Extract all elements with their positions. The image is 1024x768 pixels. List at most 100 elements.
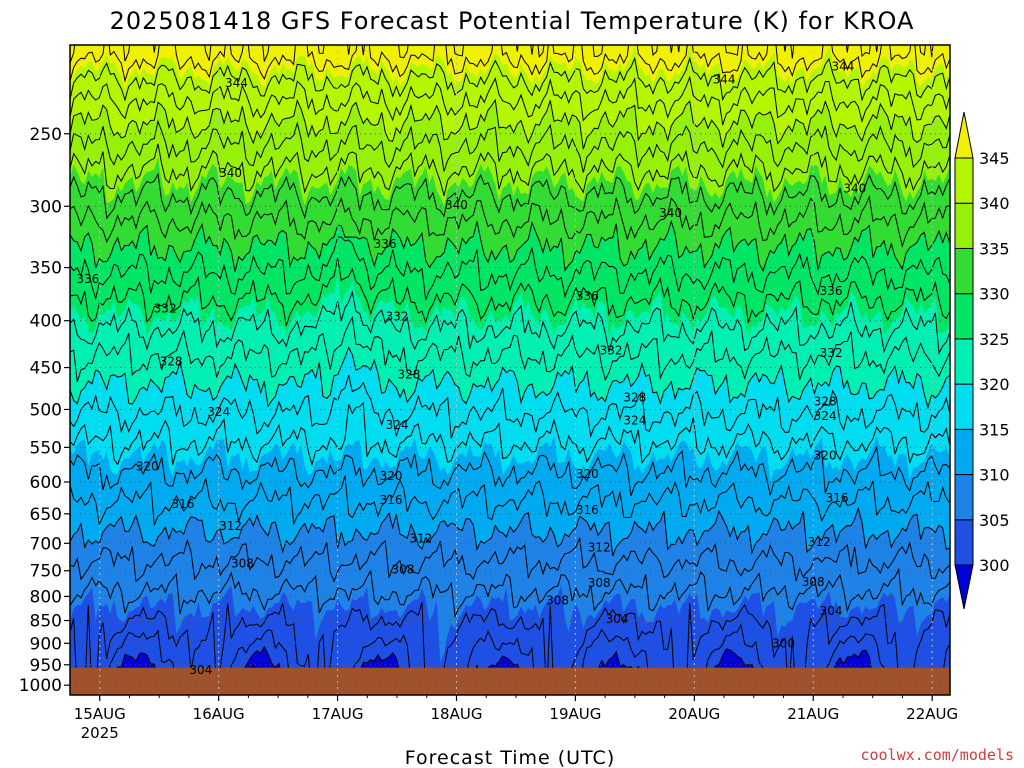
y-tick-label-950: 950 bbox=[30, 656, 62, 676]
contour-324 bbox=[70, 290, 950, 355]
contour-label-21: 324 bbox=[623, 413, 646, 427]
y-tick-label-500: 500 bbox=[30, 400, 62, 420]
contour-302 bbox=[102, 623, 950, 695]
contour-label-11: 332 bbox=[154, 302, 177, 316]
contour-label-39: 308 bbox=[546, 593, 569, 607]
y-tick-label-250: 250 bbox=[30, 125, 62, 145]
contour-310 bbox=[70, 506, 950, 557]
contour-label-24: 320 bbox=[380, 469, 403, 483]
colorbar-tick-325: 325 bbox=[979, 330, 1010, 349]
contour-label-29: 316 bbox=[576, 503, 599, 517]
contour-label-6: 340 bbox=[843, 182, 866, 196]
contour-label-40: 304 bbox=[606, 612, 629, 626]
colorbar-top-arrow bbox=[954, 111, 974, 159]
contour-340 bbox=[70, 98, 950, 150]
contour-300 bbox=[110, 645, 950, 695]
contour-338 bbox=[70, 119, 950, 173]
colorbar-tick-320: 320 bbox=[979, 375, 1010, 394]
contour-label-33: 312 bbox=[588, 540, 611, 554]
contour-label-26: 320 bbox=[814, 448, 837, 462]
contour-label-35: 308 bbox=[231, 556, 254, 570]
colorbar-swatch-320 bbox=[954, 338, 974, 385]
contour-322 bbox=[70, 315, 950, 383]
y-tick-label-550: 550 bbox=[30, 438, 62, 458]
contour-label-32: 312 bbox=[409, 532, 432, 546]
x-tick-label-20AUG: 20AUG bbox=[668, 705, 720, 723]
contour-label-10: 336 bbox=[820, 284, 843, 298]
contour-label-23: 320 bbox=[136, 459, 159, 473]
contour-label-18: 328 bbox=[814, 394, 837, 408]
x-tick-label-18AUG: 18AUG bbox=[431, 705, 483, 723]
contour-label-16: 328 bbox=[397, 368, 420, 382]
colorbar-swatch-325 bbox=[954, 293, 974, 340]
colorbar-tick-305: 305 bbox=[979, 511, 1010, 530]
colorbar-swatch-315 bbox=[954, 383, 974, 430]
contour-label-25: 320 bbox=[576, 467, 599, 481]
contour-label-28: 316 bbox=[380, 493, 403, 507]
contour-label-31: 312 bbox=[219, 519, 242, 533]
contour-label-42: 304 bbox=[189, 663, 212, 677]
contour-304 bbox=[70, 601, 950, 695]
contour-label-37: 308 bbox=[588, 576, 611, 590]
x-tick-label-22AUG: 22AUG bbox=[906, 705, 958, 723]
grid-lines bbox=[70, 45, 950, 695]
colorbar-swatch-310 bbox=[954, 428, 974, 476]
y-tick-label-1000: 1000 bbox=[19, 676, 62, 696]
contour-label-41: 304 bbox=[820, 604, 843, 618]
y-tick-label-300: 300 bbox=[30, 197, 62, 217]
contour-316 bbox=[70, 401, 950, 467]
y-tick-label-650: 650 bbox=[30, 505, 62, 525]
contour-336 bbox=[70, 143, 950, 197]
contour-labels: 344 344 344 340 340 340 340 336 336 336 336 332 332 3… bbox=[76, 59, 866, 676]
site-credit: coolwx.com/models bbox=[860, 746, 1014, 764]
terrain-below-surface bbox=[70, 667, 950, 695]
contour-label-30: 316 bbox=[826, 491, 849, 505]
contour-label-20: 324 bbox=[386, 418, 409, 432]
contour-label-4: 340 bbox=[445, 198, 468, 212]
contour-308 bbox=[70, 537, 950, 583]
contour-label-19: 324 bbox=[207, 405, 230, 419]
contour-label-22: 324 bbox=[814, 409, 837, 423]
colorbar-tick-300: 300 bbox=[979, 556, 1010, 575]
x-tick-label-16AUG: 16AUG bbox=[193, 705, 245, 723]
chart-title: 2025081418 GFS Forecast Potential Temper… bbox=[110, 7, 915, 35]
colorbar-tick-345: 345 bbox=[979, 149, 1010, 168]
contour-344 bbox=[70, 56, 950, 102]
y-tick-label-600: 600 bbox=[30, 473, 62, 493]
y-tick-label-850: 850 bbox=[30, 612, 62, 632]
y-tick-label-800: 800 bbox=[30, 587, 62, 607]
y-tick-label-400: 400 bbox=[30, 312, 62, 332]
plot-area: 344 344 344 340 340 340 340 336 336 336 336 332 332 3… bbox=[70, 45, 950, 695]
colorbar-tick-335: 335 bbox=[979, 239, 1010, 258]
contour-label-5: 340 bbox=[659, 206, 682, 220]
contour-label-15: 328 bbox=[160, 354, 183, 368]
colorbar-swatch-340 bbox=[954, 157, 974, 204]
contour-label-43: 300 bbox=[772, 637, 795, 651]
y-axis: 2503003504004505005506006507007508008509… bbox=[19, 125, 70, 696]
contour-334 bbox=[70, 172, 950, 220]
contour-label-17: 328 bbox=[623, 390, 646, 404]
contour-label-14: 332 bbox=[820, 346, 843, 360]
contour-326 bbox=[70, 257, 950, 326]
band-above-345 bbox=[70, 45, 950, 91]
x-axis: 15AUG 16AUG 17AUG 18AUG 19AUG 20AUG 21AUG 22AUG bbox=[74, 695, 958, 723]
contour-label-2: 344 bbox=[832, 59, 855, 73]
y-tick-label-450: 450 bbox=[30, 359, 62, 379]
x-tick-label-21AUG: 21AUG bbox=[787, 705, 839, 723]
contour-342 bbox=[70, 75, 950, 126]
y-tick-label-700: 700 bbox=[30, 534, 62, 554]
contour-label-1: 344 bbox=[713, 72, 736, 86]
contour-314 bbox=[70, 445, 950, 497]
contour-label-7: 336 bbox=[76, 272, 99, 286]
contour-312 bbox=[70, 475, 950, 526]
contour-label-12: 332 bbox=[386, 310, 409, 324]
x-year-label: 2025 bbox=[81, 724, 119, 742]
contour-lines bbox=[70, 45, 950, 695]
x-tick-label-15AUG: 15AUG bbox=[74, 705, 126, 723]
y-tick-label-350: 350 bbox=[30, 259, 62, 279]
colorbar-bottom-arrow bbox=[954, 564, 974, 610]
colorbar-swatch-335 bbox=[954, 202, 974, 249]
contour-label-36: 308 bbox=[392, 563, 415, 577]
colorbar-swatch-300 bbox=[954, 519, 974, 566]
